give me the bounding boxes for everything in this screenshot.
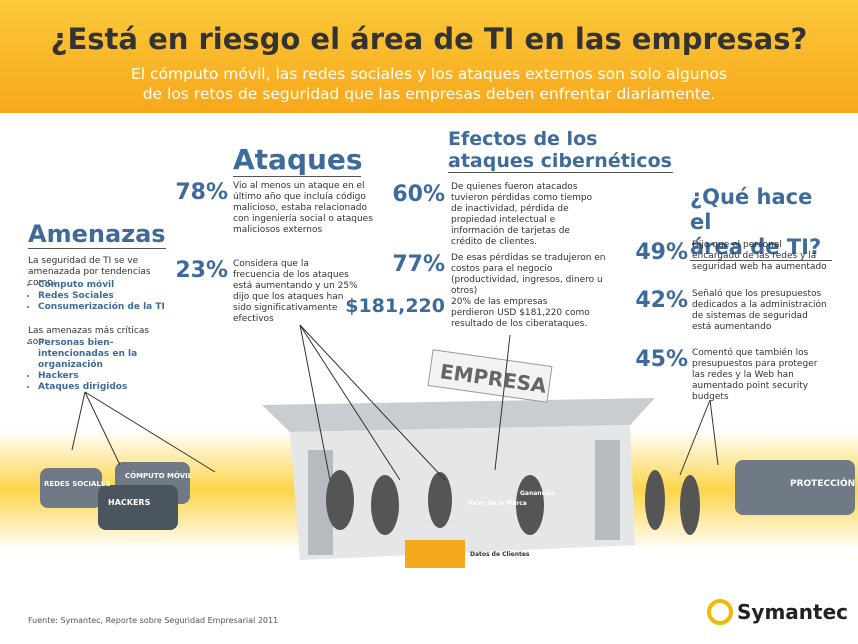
truck-label: PROTECCIÓN bbox=[790, 477, 855, 489]
heading: ¿Qué hace el área de TI? bbox=[690, 185, 832, 261]
item-label: Datos de Clientes bbox=[470, 551, 530, 558]
stat-value: 45% bbox=[635, 347, 688, 372]
truck bbox=[735, 460, 855, 515]
stat-text: De esas pérdidas se tradujeron en costos… bbox=[451, 253, 606, 296]
vans bbox=[40, 460, 855, 530]
stat-text: Comentó que también los presupuestos par… bbox=[692, 348, 818, 402]
stat-value: 78% bbox=[175, 180, 228, 205]
source: Fuente: Symantec, Reporte sobre Segurida… bbox=[28, 616, 279, 625]
item-label: Valor de la Marca bbox=[468, 500, 527, 507]
list: Cómputo móvil Redes Sociales Consumeriza… bbox=[28, 280, 178, 313]
stat-text: Dijo que el personal encargado de las re… bbox=[692, 240, 827, 272]
list-item: Personas bien- intencionadas en la organ… bbox=[38, 338, 168, 371]
heading-line: ¿Qué hace el bbox=[690, 185, 813, 234]
heading-line: Efectos de los bbox=[448, 128, 598, 150]
column bbox=[595, 440, 620, 540]
subtitle: El cómputo móvil, las redes sociales y l… bbox=[0, 64, 858, 104]
pointer bbox=[84, 391, 121, 466]
stat-value: 49% bbox=[635, 240, 688, 265]
item-label: Ganancias bbox=[520, 490, 555, 497]
subtitle-line: de los retos de seguridad que las empres… bbox=[142, 85, 716, 103]
pointer bbox=[679, 399, 711, 476]
figure bbox=[428, 472, 452, 528]
heading: Amenazas bbox=[28, 220, 166, 249]
pointer bbox=[299, 324, 446, 481]
stat-value: 77% bbox=[392, 252, 445, 277]
brand: Symantec bbox=[737, 600, 848, 624]
heading-line: ataques cibernéticos bbox=[448, 150, 672, 172]
pointer bbox=[709, 399, 719, 466]
van-label: HACKERS bbox=[108, 498, 151, 507]
stat-value: 60% bbox=[392, 182, 445, 207]
roof bbox=[262, 398, 655, 432]
title: ¿Está en riesgo el área de TI en las emp… bbox=[50, 22, 808, 56]
box bbox=[405, 540, 465, 568]
list-item: Redes Sociales bbox=[38, 291, 178, 302]
stat-value: 23% bbox=[175, 258, 228, 283]
list: Personas bien- intencionadas en la organ… bbox=[28, 338, 168, 393]
pointer bbox=[494, 334, 511, 471]
figure bbox=[645, 470, 665, 530]
subtitle-line: El cómputo móvil, las redes sociales y l… bbox=[130, 65, 728, 83]
heading: Ataques bbox=[233, 143, 363, 177]
figure bbox=[371, 475, 399, 535]
label: Las amenazas más críticas son: bbox=[28, 326, 150, 347]
pointer bbox=[299, 324, 331, 481]
figure bbox=[516, 475, 544, 535]
van-label: CÓMPUTO MÓVIL bbox=[125, 471, 193, 480]
stat-text: Considera que la frecuencia de los ataqu… bbox=[233, 259, 358, 324]
list-item: Hackers bbox=[38, 371, 168, 382]
pointer-lines bbox=[71, 324, 719, 481]
header-band bbox=[0, 0, 858, 113]
figures bbox=[326, 470, 700, 535]
list-item: Cómputo móvil bbox=[38, 280, 178, 291]
stat-text: Vio al menos un ataque en el último año … bbox=[233, 181, 373, 235]
heading-line: área de TI? bbox=[690, 235, 822, 259]
van bbox=[40, 468, 102, 508]
intro: La seguridad de TI se ve amenazada por t… bbox=[28, 256, 151, 288]
stat-value: $181,220 bbox=[345, 295, 445, 317]
figure bbox=[680, 475, 700, 535]
pointer bbox=[299, 324, 401, 481]
pointer bbox=[71, 391, 86, 451]
stat-text: 20% de las empresas perdieron USD $181,2… bbox=[451, 297, 590, 329]
figure bbox=[326, 470, 354, 530]
heading: Efectos de los ataques cibernéticos bbox=[448, 128, 673, 173]
van bbox=[98, 485, 178, 530]
pointer bbox=[84, 391, 216, 473]
stat-text: De quienes fueron atacados tuvieron pérd… bbox=[451, 182, 593, 247]
van-label: REDES SOCIALES bbox=[44, 480, 111, 488]
stat-text: Señaló que los presupuestos dedicados a … bbox=[692, 289, 827, 332]
sign bbox=[427, 349, 553, 403]
stat-value: 42% bbox=[635, 288, 688, 313]
logo-mark bbox=[707, 599, 733, 625]
list-item: Ataques dirigidos bbox=[38, 382, 168, 393]
list-item: Consumerización de la TI bbox=[38, 302, 178, 313]
